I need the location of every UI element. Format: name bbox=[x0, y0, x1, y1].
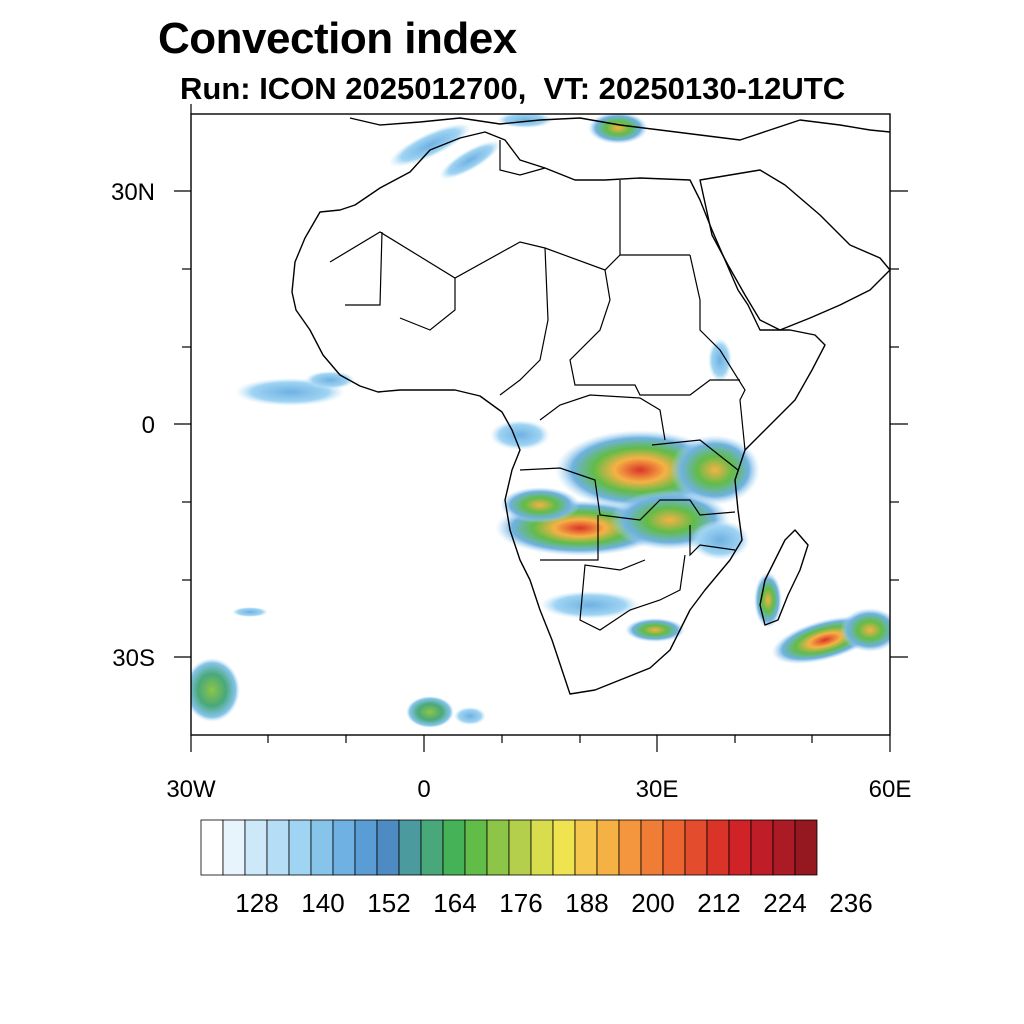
colorbar-tick-label: 128 bbox=[235, 888, 278, 918]
colorbar-box bbox=[772, 819, 796, 876]
colorbar-box bbox=[420, 819, 444, 876]
colorbar-tick-label: 140 bbox=[301, 888, 344, 918]
coastlines bbox=[291, 117, 890, 695]
lat-label-30n: 30N bbox=[111, 179, 155, 206]
convection-blob bbox=[754, 572, 782, 628]
convection-blob bbox=[840, 608, 890, 652]
border bbox=[539, 394, 666, 441]
colorbar-box bbox=[618, 819, 642, 876]
convection-blob bbox=[454, 707, 486, 725]
colorbar-box bbox=[728, 819, 752, 876]
border bbox=[329, 231, 690, 279]
border bbox=[579, 554, 686, 631]
colorbar-tick-label: 212 bbox=[697, 888, 740, 918]
convection-field bbox=[191, 114, 890, 728]
lon-label-30w: 30W bbox=[166, 776, 216, 803]
colorbar-box bbox=[200, 819, 224, 876]
colorbar-box bbox=[750, 819, 774, 876]
convection-blob bbox=[406, 696, 454, 728]
colorbar-labels: 128 140 152 164 176 188 200 212 224 236 bbox=[235, 888, 872, 918]
madagascar-coastline bbox=[759, 529, 809, 626]
arabian-coastline bbox=[699, 169, 890, 331]
colorbar-box bbox=[266, 819, 290, 876]
colorbar-box bbox=[442, 819, 466, 876]
colorbar-tick-label: 152 bbox=[367, 888, 410, 918]
colorbar-box bbox=[706, 819, 730, 876]
colorbar-box bbox=[684, 819, 708, 876]
border bbox=[689, 254, 746, 451]
colorbar bbox=[200, 819, 818, 876]
colorbar-box bbox=[376, 819, 400, 876]
colorbar-box bbox=[640, 819, 664, 876]
colorbar-tick-label: 164 bbox=[433, 888, 476, 918]
lat-label-0: 0 bbox=[142, 412, 155, 439]
convection-blob bbox=[232, 607, 268, 617]
colorbar-tick-label: 188 bbox=[565, 888, 608, 918]
colorbar-tick-label: 224 bbox=[763, 888, 806, 918]
border bbox=[689, 525, 736, 557]
colorbar-box bbox=[486, 819, 510, 876]
border bbox=[519, 467, 736, 521]
border bbox=[499, 247, 549, 396]
border bbox=[499, 140, 546, 176]
border bbox=[651, 439, 739, 471]
border bbox=[569, 269, 740, 396]
lat-label-30s: 30S bbox=[112, 645, 155, 672]
colorbar-tick-label: 200 bbox=[631, 888, 674, 918]
convection-blob bbox=[625, 618, 685, 642]
colorbar-box bbox=[310, 819, 334, 876]
border bbox=[345, 231, 383, 306]
colorbar-box bbox=[244, 819, 268, 876]
colorbar-box bbox=[552, 819, 576, 876]
colorbar-box bbox=[530, 819, 554, 876]
convection-blob bbox=[439, 140, 501, 180]
convection-blob bbox=[490, 420, 550, 450]
convection-blob bbox=[500, 487, 580, 523]
lon-label-60e: 60E bbox=[869, 776, 912, 803]
border bbox=[399, 278, 456, 331]
chart-subtitle: Run: ICON 2025012700, VT: 20250130-12UTC bbox=[180, 71, 846, 106]
colorbar-box bbox=[332, 819, 356, 876]
map-frame bbox=[190, 113, 891, 736]
colorbar-box bbox=[464, 819, 488, 876]
colorbar-box bbox=[354, 819, 378, 876]
colorbar-tick-label: 236 bbox=[829, 888, 872, 918]
lon-label-0: 0 bbox=[417, 776, 430, 803]
colorbar-tick-label: 176 bbox=[499, 888, 542, 918]
colorbar-box bbox=[596, 819, 620, 876]
axis-ticks bbox=[174, 104, 908, 752]
colorbar-box bbox=[574, 819, 598, 876]
convection-blob bbox=[670, 435, 760, 505]
africa-coastline bbox=[291, 131, 826, 695]
colorbar-box bbox=[662, 819, 686, 876]
colorbar-box bbox=[398, 819, 422, 876]
convection-blob bbox=[191, 658, 240, 722]
convection-blob bbox=[690, 520, 750, 560]
colorbar-box bbox=[508, 819, 532, 876]
colorbar-box bbox=[288, 819, 312, 876]
convection-blob bbox=[388, 123, 472, 167]
colorbar-box bbox=[794, 819, 818, 876]
lon-label-30e: 30E bbox=[636, 776, 679, 803]
country-borders bbox=[329, 140, 746, 631]
convection-blob bbox=[305, 371, 355, 389]
convection-blob bbox=[540, 591, 640, 619]
europe-coastline bbox=[349, 117, 890, 141]
colorbar-box bbox=[222, 819, 246, 876]
chart-title: Convection index bbox=[158, 14, 517, 63]
convection-blob bbox=[708, 338, 732, 382]
border bbox=[540, 515, 599, 561]
